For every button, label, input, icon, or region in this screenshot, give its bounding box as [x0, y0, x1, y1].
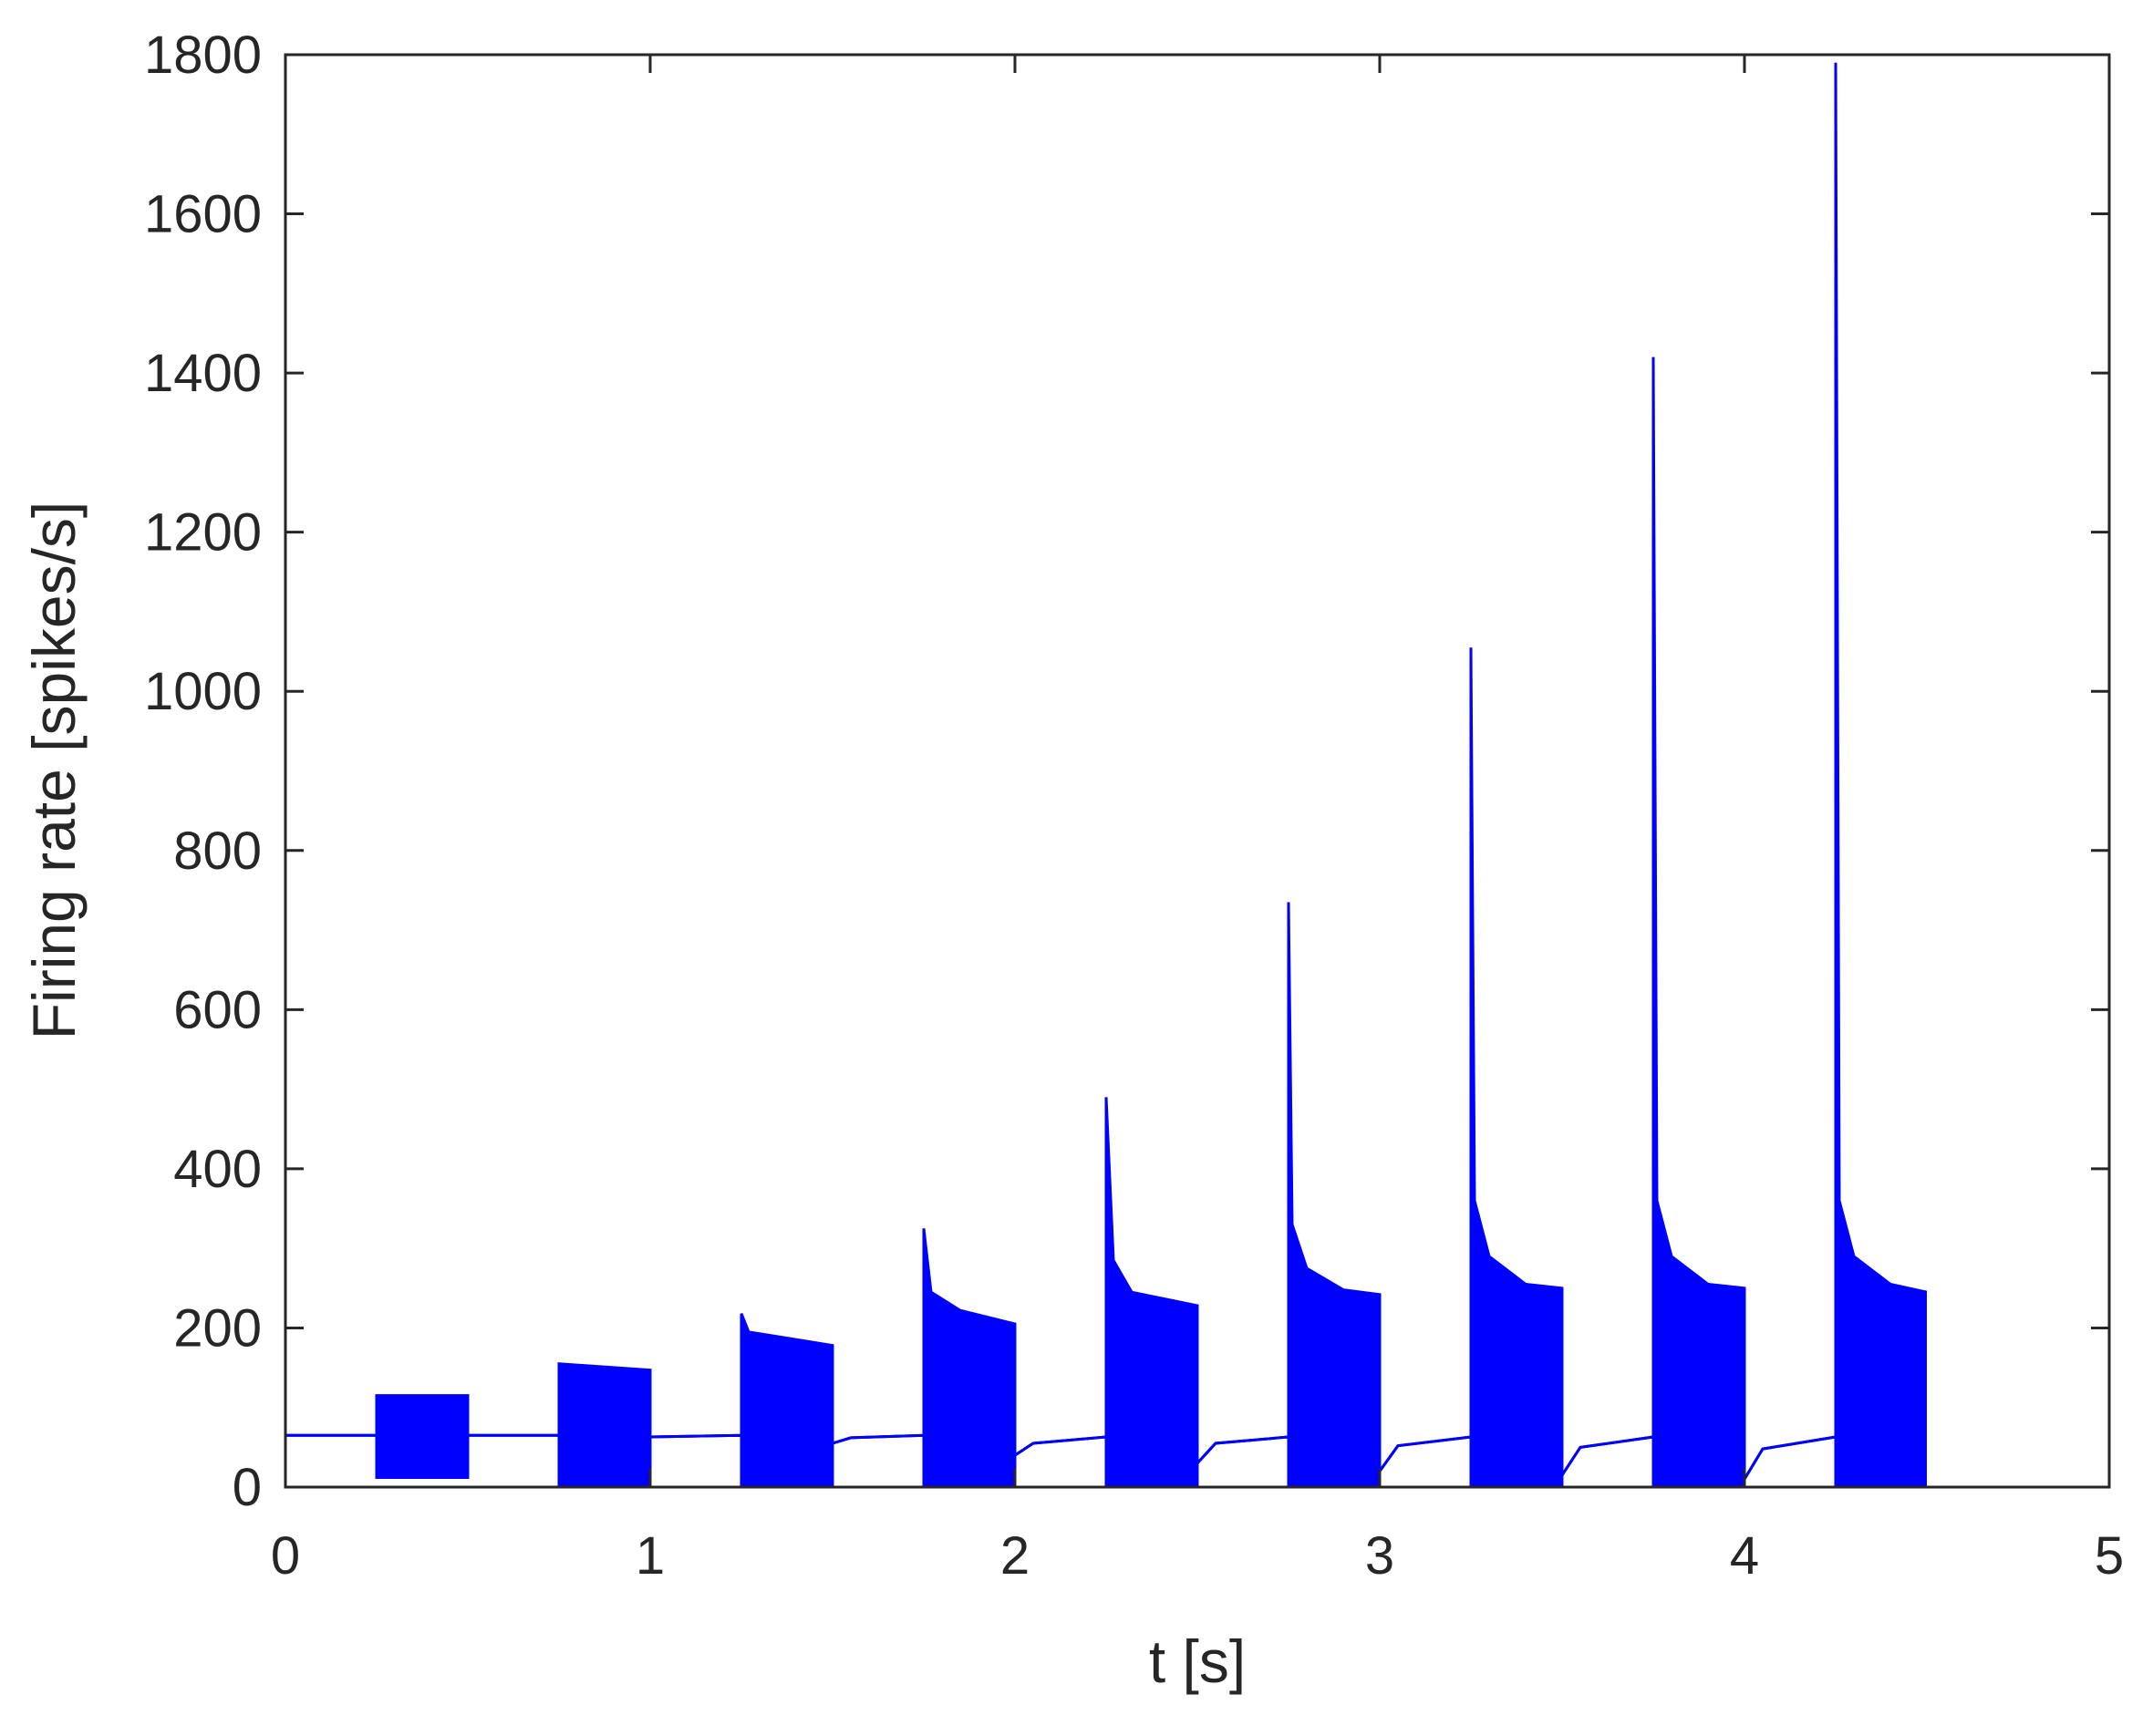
x-tick-label: 5	[2095, 1526, 2124, 1586]
y-tick-label: 400	[173, 1140, 262, 1199]
x-tick-label: 4	[1730, 1526, 1759, 1586]
y-tick-label: 1200	[144, 503, 262, 563]
y-tick-label: 1800	[144, 26, 262, 85]
y-tick-label: 1600	[144, 185, 262, 244]
y-tick-label: 1400	[144, 344, 262, 403]
y-tick-label: 800	[173, 822, 262, 881]
y-tick-label: 600	[173, 980, 262, 1039]
x-tick-label: 2	[1000, 1526, 1030, 1586]
plot-frame	[284, 53, 2111, 1489]
x-tick-label: 1	[636, 1526, 665, 1586]
y-tick-label: 200	[173, 1298, 262, 1358]
y-tick-label: 1000	[144, 662, 262, 721]
y-tick-label: 0	[233, 1458, 262, 1517]
y-axis-label: Firing rate [spikes/s]	[20, 501, 88, 1040]
x-tick-label: 3	[1365, 1526, 1394, 1586]
x-tick-label: 0	[271, 1526, 300, 1586]
x-axis-label: t [s]	[1149, 1628, 1246, 1695]
